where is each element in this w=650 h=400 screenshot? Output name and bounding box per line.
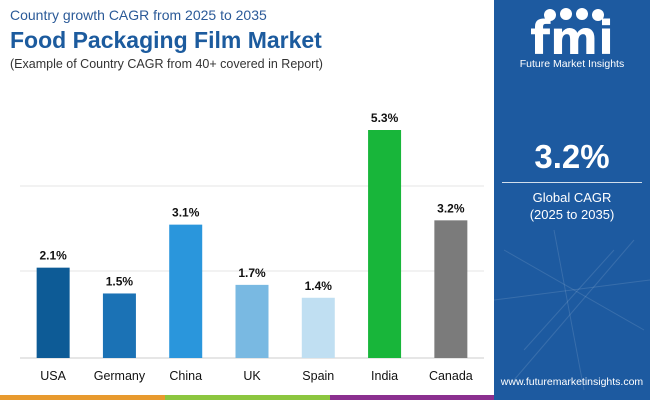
logo-dot-icon <box>560 8 572 20</box>
tick-label-canada: Canada <box>429 369 473 383</box>
panel-divider <box>502 182 642 183</box>
logo-caption: Future Market Insights <box>519 58 625 70</box>
fmi-logo: fmi <box>530 8 614 65</box>
global-cagr-period: (2025 to 2035) <box>529 207 615 222</box>
data-label-china: 3.1% <box>172 206 200 220</box>
global-cagr-value: 3.2% <box>534 138 610 175</box>
website-url[interactable]: www.futuremarketinsights.com <box>500 376 644 388</box>
tick-label-germany: Germany <box>94 369 146 383</box>
chart-note: (Example of Country CAGR from 40+ covere… <box>10 57 323 71</box>
chart-subtitle: Country growth CAGR from 2025 to 2035 <box>10 7 267 23</box>
bar-canada <box>434 220 468 358</box>
global-cagr-label: Global CAGR <box>532 190 612 205</box>
footer-strip-segment <box>165 395 330 400</box>
tick-label-usa: USA <box>40 369 66 383</box>
tick-label-china: China <box>169 369 202 383</box>
data-label-germany: 1.5% <box>106 274 134 288</box>
bar-chart: 2.1% USA 1.5% Germany 3.1% China 1.7% UK 1.4% Spa… <box>20 111 484 383</box>
decorative-lines <box>494 229 650 391</box>
tick-label-uk: UK <box>243 369 261 383</box>
bar-china <box>169 224 203 358</box>
data-label-india: 5.3% <box>371 111 399 125</box>
footer-strip-segment <box>494 395 650 400</box>
logo-dot-icon <box>576 8 588 20</box>
logo-dot-icon <box>592 9 604 21</box>
bar-usa <box>36 267 70 358</box>
footer-strip-segment <box>330 395 494 400</box>
data-label-usa: 2.1% <box>39 249 67 263</box>
summary-panel: fmi Future Market Insights 3.2% Global C… <box>494 0 650 400</box>
bar-uk <box>235 284 269 358</box>
data-label-canada: 3.2% <box>437 201 465 215</box>
footer-strip-segment <box>0 395 165 400</box>
bar-spain <box>301 297 335 358</box>
data-label-spain: 1.4% <box>305 279 333 293</box>
bar-germany <box>102 293 136 358</box>
data-label-uk: 1.7% <box>238 266 266 280</box>
chart-title: Food Packaging Film Market <box>10 27 322 53</box>
logo-dot-icon <box>544 9 556 21</box>
tick-label-india: India <box>371 369 398 383</box>
tick-label-spain: Spain <box>302 369 334 383</box>
bar-india <box>368 130 402 358</box>
